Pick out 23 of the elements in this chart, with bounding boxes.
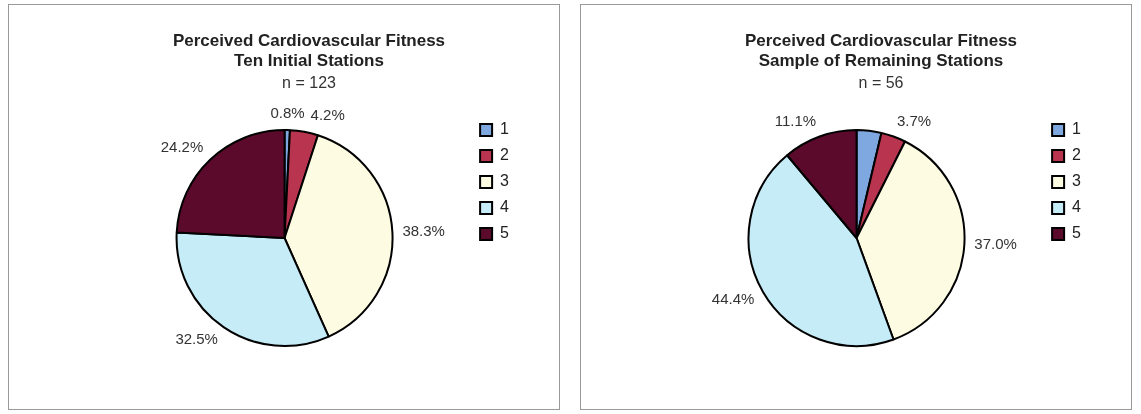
chart-title: Perceived Cardiovascular Fitness Sample of Remaining Stations (744, 30, 1018, 71)
data-label: 37.0% (974, 235, 1017, 253)
legend-label: 2 (1072, 146, 1082, 164)
data-label: 32.5% (175, 330, 218, 348)
data-label: 0.8% (270, 104, 305, 122)
legend-label: 3 (1072, 172, 1082, 190)
data-label: 3.7% (896, 111, 932, 129)
legend-label: 1 (500, 120, 510, 138)
data-label: 11.1% (774, 111, 817, 129)
chart-subtitle: n = 123 (282, 73, 337, 91)
legend-label: 3 (500, 172, 510, 190)
legend-label: 5 (500, 224, 510, 242)
data-label: 24.2% (160, 138, 204, 156)
data-label: 4.2% (310, 106, 345, 124)
legend-label: 4 (1072, 198, 1082, 216)
legend-label: 5 (1072, 224, 1082, 242)
chart-title: Perceived Cardiovascular Fitness Ten Initial Stations (172, 30, 446, 71)
legend-label: 4 (500, 198, 510, 216)
data-label: 38.3% (402, 221, 445, 239)
legend-label: 1 (1072, 120, 1082, 138)
chart-subtitle: n = 56 (858, 73, 904, 91)
legend-label: 2 (500, 146, 510, 164)
data-label: 44.4% (711, 290, 755, 308)
